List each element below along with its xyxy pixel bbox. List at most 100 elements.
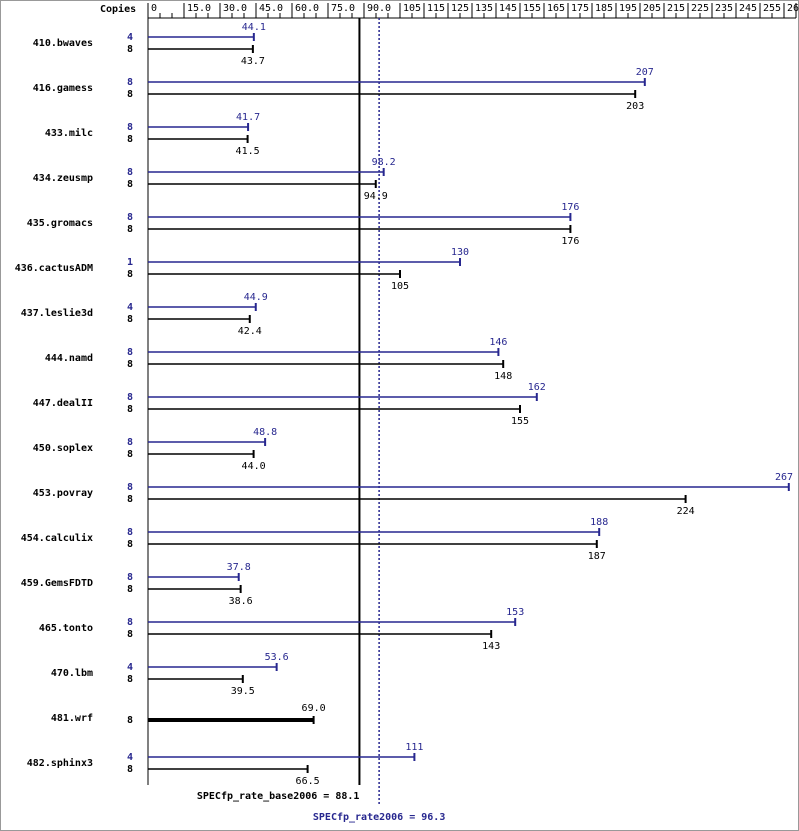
category-label: 459.GemsFDTD xyxy=(21,578,93,589)
copies-label: 8 xyxy=(127,167,133,178)
value-label: 98.2 xyxy=(372,157,396,168)
category-label: 437.leslie3d xyxy=(21,307,93,319)
x-tick-label: 0 xyxy=(151,3,157,14)
category-label: 433.milc xyxy=(45,127,93,139)
x-tick-label: 215 xyxy=(667,3,685,14)
copies-label: 4 xyxy=(127,32,133,43)
copies-label: 8 xyxy=(127,437,133,448)
category-label: 410.bwaves xyxy=(33,38,93,49)
copies-label: 8 xyxy=(127,224,133,235)
x-tick-label: 195 xyxy=(619,3,637,14)
category-label: 470.lbm xyxy=(51,668,93,679)
value-label: 53.6 xyxy=(265,652,289,663)
x-tick-label: 105 xyxy=(403,3,421,14)
value-label: 153 xyxy=(506,607,524,618)
x-tick-label: 155 xyxy=(523,3,541,14)
x-tick-label: 245 xyxy=(739,3,757,14)
x-tick-label: 90.0 xyxy=(367,3,391,14)
value-label: 69.0 xyxy=(302,703,326,714)
category-label: 454.calculix xyxy=(21,532,93,544)
value-label: 207 xyxy=(636,67,654,78)
copies-label: 8 xyxy=(127,89,133,100)
copies-label: 8 xyxy=(127,629,133,640)
value-label: 224 xyxy=(677,506,695,517)
reference-label: SPECfp_rate_base2006 = 88.1 xyxy=(197,791,360,802)
category-label: 481.wrf xyxy=(51,713,93,724)
value-label: 162 xyxy=(528,382,546,393)
x-tick-label: 60.0 xyxy=(295,3,319,14)
copies-label: 8 xyxy=(127,347,133,358)
value-label: 42.4 xyxy=(238,326,262,337)
value-label: 111 xyxy=(405,742,423,753)
value-label: 188 xyxy=(590,517,608,528)
copies-label: 4 xyxy=(127,752,133,763)
x-tick-label: 75.0 xyxy=(331,3,355,14)
value-label: 105 xyxy=(391,281,409,292)
copies-label: 8 xyxy=(127,314,133,325)
value-label: 44.0 xyxy=(242,461,266,472)
copies-label: 8 xyxy=(127,392,133,403)
value-label: 130 xyxy=(451,247,469,258)
copies-header: Copies xyxy=(100,3,136,15)
value-label: 203 xyxy=(626,101,644,112)
value-label: 187 xyxy=(588,551,606,562)
category-label: 444.namd xyxy=(45,353,93,364)
value-label: 39.5 xyxy=(231,686,255,697)
value-label: 155 xyxy=(511,416,529,427)
copies-label: 8 xyxy=(127,77,133,88)
copies-label: 8 xyxy=(127,44,133,55)
x-tick-label: 15.0 xyxy=(187,3,211,14)
copies-label: 4 xyxy=(127,302,133,313)
copies-label: 8 xyxy=(127,122,133,133)
copies-label: 4 xyxy=(127,662,133,673)
category-label: 435.gromacs xyxy=(27,218,93,229)
copies-label: 8 xyxy=(127,584,133,595)
x-tick-label: 45.0 xyxy=(259,3,283,14)
x-tick-label: 30.0 xyxy=(223,3,247,14)
value-label: 176 xyxy=(561,236,579,247)
value-label: 44.9 xyxy=(244,292,268,303)
category-label: 447.dealII xyxy=(33,398,93,409)
x-tick-label: 185 xyxy=(595,3,613,14)
category-label: 465.tonto xyxy=(39,623,93,634)
value-label: 37.8 xyxy=(227,562,251,573)
x-tick-label: 235 xyxy=(715,3,733,14)
value-label: 94.9 xyxy=(364,191,388,202)
value-label: 38.6 xyxy=(229,596,253,607)
value-label: 41.7 xyxy=(236,112,260,123)
copies-label: 8 xyxy=(127,449,133,460)
value-label: 148 xyxy=(494,371,512,382)
copies-label: 8 xyxy=(127,527,133,538)
copies-label: 8 xyxy=(127,179,133,190)
copies-label: 8 xyxy=(127,572,133,583)
copies-label: 8 xyxy=(127,715,133,726)
copies-label: 8 xyxy=(127,359,133,370)
copies-label: 8 xyxy=(127,269,133,280)
x-tick-label: 265 xyxy=(787,3,799,14)
category-label: 434.zeusmp xyxy=(33,173,93,184)
copies-label: 8 xyxy=(127,617,133,628)
x-tick-label: 145 xyxy=(499,3,517,14)
value-label: 48.8 xyxy=(253,427,277,438)
copies-label: 8 xyxy=(127,482,133,493)
value-label: 267 xyxy=(775,472,793,483)
value-label: 41.5 xyxy=(236,146,260,157)
category-label: 482.sphinx3 xyxy=(27,757,93,769)
value-label: 43.7 xyxy=(241,56,265,67)
value-label: 146 xyxy=(489,337,507,348)
copies-label: 8 xyxy=(127,212,133,223)
copies-label: 8 xyxy=(127,674,133,685)
copies-label: 8 xyxy=(127,539,133,550)
category-label: 416.gamess xyxy=(33,83,93,94)
x-tick-label: 205 xyxy=(643,3,661,14)
copies-label: 8 xyxy=(127,764,133,775)
x-tick-label: 135 xyxy=(475,3,493,14)
copies-label: 8 xyxy=(127,404,133,415)
x-tick-label: 125 xyxy=(451,3,469,14)
x-tick-label: 175 xyxy=(571,3,589,14)
value-label: 176 xyxy=(561,202,579,213)
category-label: 450.soplex xyxy=(33,443,93,454)
copies-label: 8 xyxy=(127,494,133,505)
